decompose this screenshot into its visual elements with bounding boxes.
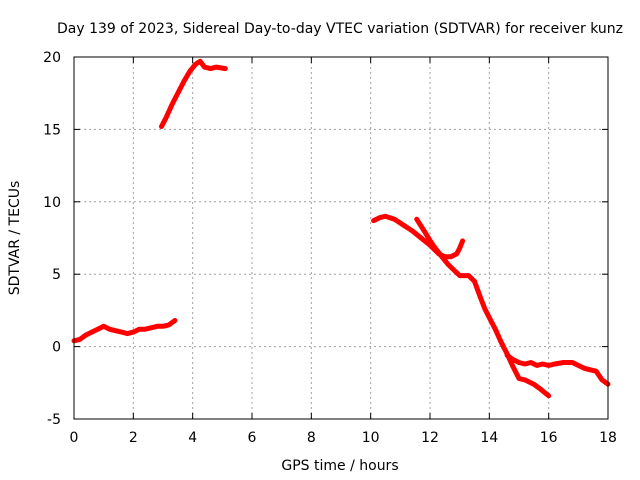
x-tick-label: 0 — [70, 430, 79, 446]
y-tick-label: 5 — [52, 267, 61, 283]
axis-ticks: 0 2 4 6 8 10 12 14 16 18 -5 0 5 10 15 20 — [43, 50, 617, 446]
x-tick-label: 2 — [129, 430, 138, 446]
plot-frame — [73, 56, 609, 420]
y-tick-label: 10 — [43, 195, 61, 211]
x-tick-label: 12 — [421, 430, 439, 446]
x-tick-label: 10 — [362, 430, 380, 446]
y-tick-label: -5 — [47, 412, 61, 428]
x-tick-label: 14 — [480, 430, 498, 446]
x-tick-label: 6 — [248, 430, 257, 446]
x-tick-label: 8 — [307, 430, 316, 446]
chart-title: Day 139 of 2023, Sidereal Day-to-day VTE… — [57, 21, 623, 37]
x-tick-label: 18 — [599, 430, 617, 446]
series-line-segment-2 — [159, 58, 228, 129]
y-tick-label: 0 — [52, 340, 61, 356]
series-line-segment-5 — [504, 352, 611, 387]
series-line-segment-4 — [414, 216, 552, 399]
y-tick-label: 20 — [43, 50, 61, 66]
series-line-segment-1 — [71, 318, 178, 344]
y-tick-label: 15 — [43, 122, 61, 138]
x-axis-label: GPS time / hours — [281, 458, 398, 474]
data-series — [71, 58, 611, 399]
x-tick-label: 4 — [188, 430, 197, 446]
y-axis-label: SDTVAR / TECUs — [7, 181, 23, 296]
x-tick-label: 16 — [540, 430, 558, 446]
series-line-segment-3 — [371, 213, 466, 260]
